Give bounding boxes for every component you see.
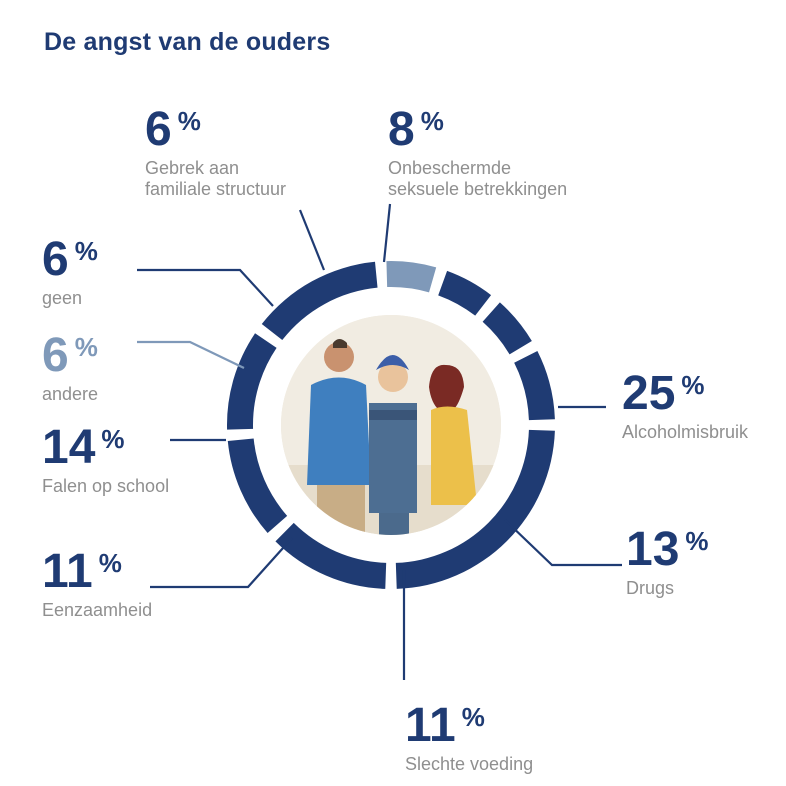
leader-line-eenzaamheid [150, 537, 293, 589]
percentage-value: 25% [622, 367, 705, 420]
category-label: geen [42, 288, 83, 308]
percentage-value: 8% [388, 103, 444, 156]
donut-segment-eenzaamheid [226, 333, 277, 430]
donut-segment-gebrek-aan-familiale-structuur [482, 302, 532, 355]
category-label: andere [42, 384, 99, 404]
family-photo [281, 315, 501, 535]
percentage-value: 6% [42, 233, 98, 286]
percentage-value: 13% [626, 523, 709, 576]
donut-segment-falen-op-school [261, 261, 378, 341]
percentage-value: 14% [42, 421, 125, 474]
leader-line-drugs [504, 519, 622, 567]
category-label: Slechte voeding [405, 754, 534, 774]
donut-segment-slechte-voeding [227, 438, 288, 534]
label-geen: 6% geen [42, 236, 98, 309]
label-gebrek-aan-familiale-structuur: 6% Gebrek aan familiale structuur [145, 106, 286, 200]
percentage-value: 6% [145, 103, 201, 156]
donut-segment-drugs [275, 522, 387, 589]
leader-line-gebrek-aan-familiale-structuur [298, 209, 326, 271]
donut-segment-geen [438, 270, 492, 316]
family-photo-illustration [281, 315, 501, 535]
category-label: Drugs [626, 578, 675, 598]
label-falen-op-school: 14% Falen op school [42, 424, 169, 497]
category-label-line-1: Onbeschermde [388, 158, 512, 178]
category-label-line-2: familiale structuur [145, 179, 287, 199]
label-eenzaamheid: 11% Eenzaamheid [42, 548, 152, 621]
chart-title: De angst van de ouders [44, 28, 331, 56]
label-alcoholmisbruik: 25% Alcoholmisbruik [622, 370, 748, 443]
label-onbeschermde-seksuele-betrekkingen: 8% Onbeschermde seksuele betrekkingen [388, 106, 567, 200]
leader-line-andere [137, 340, 245, 369]
donut-segment-alcoholmisbruik [395, 429, 555, 589]
percentage-value: 6% [42, 329, 98, 382]
label-drugs: 13% Drugs [626, 526, 709, 599]
percentage-value: 11% [42, 545, 122, 598]
category-label: Alcoholmisbruik [622, 422, 749, 442]
donut-segment-andere [386, 261, 437, 293]
category-label-line-1: Gebrek aan [145, 158, 240, 178]
category-label: Eenzaamheid [42, 600, 153, 620]
category-label: Falen op school [42, 476, 170, 496]
label-slechte-voeding: 11% Slechte voeding [405, 702, 533, 775]
leader-line-geen [137, 268, 274, 307]
donut-segment-onbeschermde-seksuele-betrekkingen [514, 351, 555, 421]
percentage-value: 11% [405, 699, 485, 752]
leader-line-onbeschermde-seksuele-betrekkingen [382, 203, 392, 263]
category-label-line-2: seksuele betrekkingen [388, 179, 568, 199]
label-andere: 6% andere [42, 332, 98, 405]
